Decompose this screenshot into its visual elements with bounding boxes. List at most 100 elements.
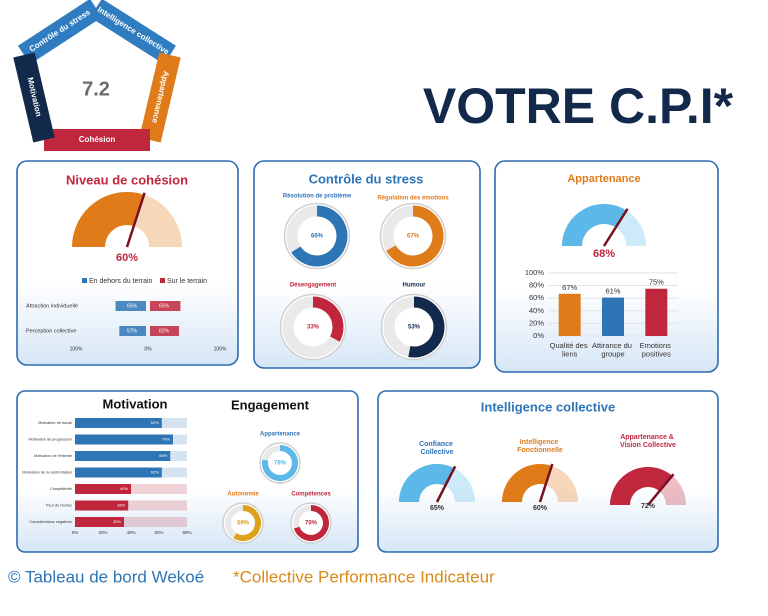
x-tick-label: Attirance du groupe — [592, 341, 634, 359]
x-tick-label: 100% — [214, 346, 227, 352]
bar-label: 38% — [117, 503, 125, 508]
chart-title: Niveau de cohésion — [66, 172, 188, 187]
bar-label: 70% — [162, 437, 170, 442]
donut-title: Humour — [403, 283, 427, 289]
bar — [75, 484, 131, 494]
legend-swatch — [82, 278, 87, 283]
bar — [602, 297, 624, 336]
footer-note: *Collective Performance Indicateur — [233, 567, 495, 586]
pentagon-label: Cohésion — [79, 135, 116, 144]
gauge-needle — [538, 463, 554, 503]
bar — [75, 500, 129, 511]
bar — [558, 293, 581, 336]
pentagon: Contrôle du stress Intelligence collecti… — [13, 0, 181, 151]
x-tick-label: 0% — [72, 530, 79, 535]
row-label: Motivation de progression — [29, 438, 72, 442]
gauge-label: 60% — [533, 505, 548, 512]
donut-label: 33% — [307, 325, 320, 331]
x-tick-label: 100% — [70, 346, 83, 352]
chart-title: Contrôle du stress — [309, 171, 424, 186]
footer-brand: © Tableau de bord Wekoé — [8, 567, 204, 586]
bar-label: 65% — [127, 303, 138, 309]
charts: Niveau de cohésion 60% 100% 0% 100% En dehors… — [22, 171, 686, 544]
row-label: Considérations négatives — [29, 520, 72, 524]
gauge-value — [562, 204, 627, 246]
bar — [150, 326, 180, 336]
donut-title: Résolution de problème — [283, 194, 352, 200]
donut-label: 59% — [237, 521, 250, 527]
x-tick-label: Emotions positives — [640, 341, 673, 359]
bar-label: 62% — [159, 328, 170, 334]
legend-label: En dehors du terrain — [89, 278, 153, 285]
donut-value — [408, 296, 445, 358]
bar — [645, 288, 668, 336]
pentagon-edge — [13, 52, 55, 143]
gauge-value — [502, 464, 552, 502]
gauge-value — [72, 192, 144, 247]
gauge-label: 68% — [593, 248, 615, 260]
page-title: VOTRE C.P.I* — [423, 78, 734, 134]
y-tick-label: 100% — [525, 268, 545, 277]
donut-value — [312, 296, 344, 342]
donut-title: Régulation des émotions — [377, 196, 449, 202]
x-tick-label: 40% — [126, 530, 135, 535]
gauge-needle — [647, 473, 675, 506]
bar — [75, 517, 124, 527]
gauge-value — [610, 466, 673, 505]
row-label: Motivation de l'entente — [34, 454, 72, 458]
gauge-label: 60% — [116, 252, 138, 264]
gauge-title: Confiance Collective — [419, 441, 455, 456]
gauge-label: 65% — [430, 505, 445, 512]
pentagon-edge — [17, 0, 103, 65]
row-label: Compétitivité — [50, 487, 72, 491]
gauge-label: 72% — [641, 503, 656, 510]
y-tick-label: 0% — [533, 331, 544, 340]
bar — [75, 434, 173, 445]
x-tick-label: 60% — [154, 530, 163, 535]
donut-value — [233, 505, 261, 541]
x-tick-label: Qualité des liens — [550, 341, 590, 359]
bar-label: 67% — [562, 283, 577, 292]
donut-label: 53% — [408, 325, 421, 331]
panel — [16, 390, 359, 553]
y-tick-label: 60% — [529, 293, 544, 302]
pentagon-score: 7.2 — [82, 78, 110, 100]
x-tick-label: 0% — [144, 346, 152, 352]
bar-label: 40% — [120, 486, 128, 491]
bar — [115, 301, 146, 311]
legend-swatch — [160, 278, 165, 283]
pentagon-edge — [90, 0, 176, 65]
donut-label: 66% — [311, 234, 324, 240]
donut-title: Autonomie — [227, 492, 259, 498]
bar-label: 68% — [159, 453, 167, 458]
bar — [150, 301, 181, 311]
bar-label: 57% — [127, 328, 138, 334]
chart-title: Appartenance — [567, 173, 640, 185]
donut-label: 70% — [305, 521, 318, 527]
panel — [16, 160, 239, 366]
bar-label: 75% — [649, 278, 664, 287]
y-tick-label: 40% — [529, 306, 544, 315]
gauge-needle — [602, 208, 629, 247]
bar-track — [75, 517, 187, 527]
bar-label: 62% — [151, 420, 159, 425]
row-label: Motivation de la confrontation — [22, 471, 72, 475]
bar — [75, 451, 171, 461]
donut-label: 67% — [407, 234, 420, 240]
gauge-needle — [125, 192, 146, 248]
gauge-value — [399, 464, 455, 502]
bar — [119, 326, 146, 336]
bar-label: 61% — [605, 287, 620, 296]
x-tick-label: 20% — [98, 530, 107, 535]
donut-value — [291, 205, 348, 267]
y-tick-label: 20% — [529, 318, 544, 327]
y-tick-label: 80% — [529, 281, 544, 290]
bar-label: 62% — [151, 470, 159, 475]
bar — [75, 467, 162, 478]
donut-label: 78% — [274, 461, 287, 467]
chart-title: Intelligence collective — [481, 399, 615, 414]
x-tick-label: 80% — [182, 530, 191, 535]
bar — [75, 418, 162, 428]
pentagon-edge — [139, 52, 181, 143]
